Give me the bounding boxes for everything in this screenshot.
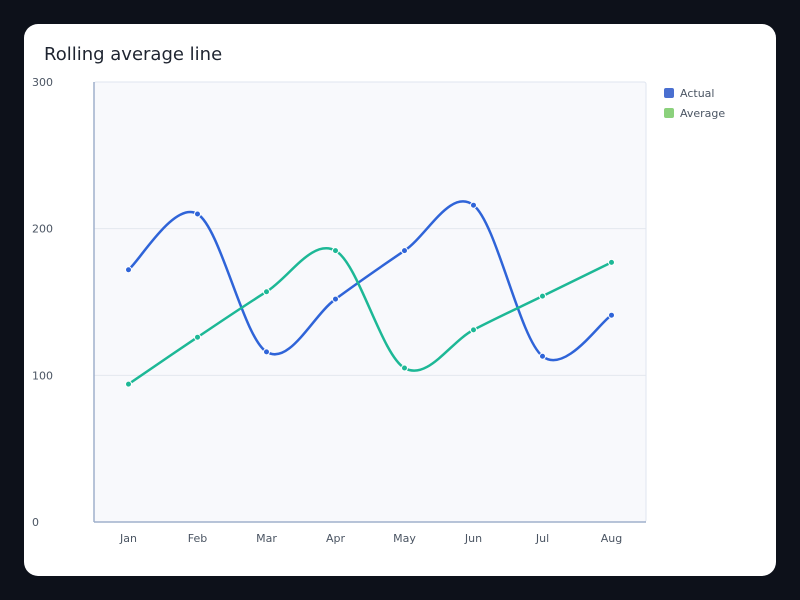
data-point-actual-apr: [332, 295, 339, 303]
data-point-actual-jul: [539, 352, 546, 360]
x-tick-label-mar: Mar: [256, 532, 277, 545]
legend-swatch-average: [664, 108, 674, 118]
plot-area: [93, 81, 647, 523]
data-point-actual-feb: [194, 210, 201, 218]
x-tick-label-jan: Jan: [119, 532, 137, 545]
y-tick-label-0: 0: [32, 516, 39, 529]
data-point-average-mar: [263, 288, 270, 296]
chart-title: Rolling average line: [44, 44, 223, 65]
legend: Actual Average: [664, 83, 725, 123]
legend-swatch-actual: [664, 88, 674, 98]
data-point-average-jul: [539, 292, 546, 300]
data-point-average-feb: [194, 333, 201, 341]
x-tick-label-aug: Aug: [601, 532, 622, 545]
y-tick-label-100: 100: [32, 369, 53, 382]
data-point-actual-aug: [608, 311, 615, 319]
x-tick-label-jun: Jun: [464, 532, 482, 545]
data-point-actual-jun: [470, 201, 477, 209]
series-line-actual: [127, 200, 613, 362]
data-point-average-jan: [125, 380, 132, 388]
legend-item-average[interactable]: Average: [664, 103, 725, 123]
data-point-average-aug: [608, 258, 615, 266]
x-tick-label-apr: Apr: [326, 532, 346, 545]
y-tick-label-300: 300: [32, 76, 53, 89]
data-point-average-apr: [332, 247, 339, 255]
data-point-average-jun: [470, 326, 477, 334]
legend-item-actual[interactable]: Actual: [664, 83, 725, 103]
x-tick-label-may: May: [393, 532, 416, 545]
data-point-actual-mar: [263, 348, 270, 356]
y-tick-label-200: 200: [32, 223, 53, 236]
data-point-average-may: [401, 364, 408, 372]
data-point-actual-may: [401, 247, 408, 255]
x-tick-label-jul: Jul: [535, 532, 549, 545]
line-chart: 0 100 200 300 Jan Feb Mar Apr May Jun Jul Aug: [32, 76, 647, 545]
x-tick-label-feb: Feb: [188, 532, 207, 545]
legend-label-average: Average: [680, 106, 726, 120]
series-line-average: [127, 247, 613, 386]
chart-card: Rolling average line 0 100 200 300 Jan Feb Mar…: [24, 24, 776, 576]
legend-label-actual: Actual: [680, 86, 715, 100]
data-point-actual-jan: [125, 266, 132, 274]
